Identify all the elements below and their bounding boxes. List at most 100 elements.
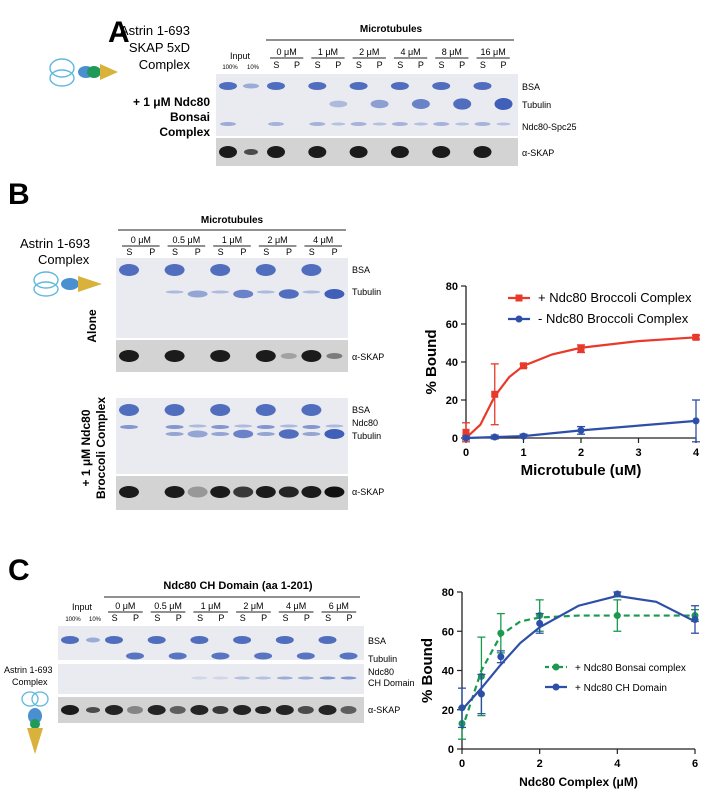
data-point [692,417,700,425]
y-tick-label: 0 [452,433,458,445]
blot-band [61,705,79,715]
y-tick-label: 40 [446,357,458,369]
data-point [536,619,544,627]
pellet-lane-label: P [240,247,246,257]
supernatant-bsa-band [318,636,337,644]
supernatant-tubulin-band [302,432,321,436]
panel-b-gel2-band-tubulin: Tubulin [352,431,381,441]
data-point [497,653,505,661]
concentration-label: 0.5 μM [154,601,182,611]
blot-band [86,707,100,713]
supernatant-bsa-band [390,82,409,90]
supernatant-lane-label: S [197,613,203,623]
concentration-label: 2 μM [243,601,263,611]
panel-b-row1-label: Alone [85,309,99,343]
pellet-tubulin-band [339,652,358,660]
panel-b-gel1-band-bsa: BSA [352,265,370,275]
supernatant-ndc80-band [211,425,230,429]
panel-c-input-lane-100: 100% [65,617,81,623]
panel-a-complex-label-2: SKAP 5xD [129,40,190,55]
supernatant-ndc80-band [391,122,408,126]
blot-band [187,486,208,498]
pellet-lane-label: P [176,613,182,623]
panel-c-concentration-row: 0 μM S P 0.5 μM S P 1 μM S P 2 μM S P 4 μM S P 6 μM S P [108,601,357,623]
y-tick-label: 40 [442,666,454,678]
pellet-tubulin-band [126,652,144,660]
data-point [613,612,621,620]
input-bsa-band [219,82,237,90]
supernatant-lane-label: S [218,247,224,257]
concentration-label: 0 μM [131,235,151,245]
pellet-tubulin-band [187,430,208,438]
panel-c-ch-domain-bands [191,676,357,680]
blot-band [324,486,345,498]
pellet-ndc80-band [413,122,428,126]
supernatant-bsa-band [301,264,322,276]
panel-b-gel-alone-bands [119,264,345,299]
legend-marker [552,663,560,671]
supernatant-ndc80-band [433,122,450,126]
concentration-label: 0 μM [115,601,135,611]
concentration-label: 4 μM [400,47,420,57]
blot-band [473,146,492,158]
supernatant-lane-label: S [309,247,315,257]
panel-c-input-lane-10: 10% [89,617,102,623]
blot-band [164,350,185,362]
ch-domain-band [340,676,357,680]
pellet-ndc80-band [279,424,298,428]
blot-band [349,146,368,158]
astrin-complex-cartoon-b [33,271,102,297]
pellet-tubulin-band [233,429,254,439]
concentration-label: 1 μM [318,47,338,57]
blot-band [432,146,451,158]
supernatant-tubulin-band [165,290,184,294]
supernatant-lane-label: S [263,247,269,257]
ch-domain-band [255,676,272,680]
panel-a-condition-label-2: Bonsai [170,110,210,124]
concentration-label: 4 μM [313,235,333,245]
pellet-tubulin-band [278,289,299,299]
supernatant-lane-label: S [480,60,486,70]
data-point [577,345,585,353]
panel-a-concentration-row: 0 μM S P 1 μM S P 2 μM S P 4 μM S P 8 μM S P 16 μM S P [270,47,510,70]
pellet-tubulin-band [187,290,208,298]
pellet-lane-label: P [133,613,139,623]
panel-a-complex-label-1: Astrin 1-693 [120,23,190,38]
concentration-label: 0.5 μM [173,235,201,245]
ch-domain-band [191,676,208,680]
astrin-skap-complex-cartoon-a [49,58,118,87]
supernatant-lane-label: S [240,613,246,623]
input-ndc80-band [220,122,236,126]
supernatant-bsa-band [275,636,294,644]
supernatant-bsa-band [190,636,209,644]
panel-b-row2-label-2: Broccoli Complex [94,397,108,499]
ch-domain-band [234,676,251,680]
blot-band [212,706,229,714]
blot-band [318,705,337,715]
supernatant-ndc80-band [268,122,284,126]
y-tick-label: 20 [446,395,458,407]
panel-b-gel2-band-ndc80: Ndc80 [352,418,378,428]
supernatant-bsa-band [349,82,368,90]
panel-c-complex-label-2: Complex [12,677,48,687]
supernatant-bsa-band [255,404,276,416]
supernatant-tubulin-band [165,432,184,436]
blot-band [297,706,314,714]
y-tick-label: 80 [442,587,454,599]
x-tick-label: 2 [537,758,543,770]
data-point [613,590,621,598]
pellet-lane-label: P [294,60,300,70]
panel-b-concentration-row: 0 μM S P 0.5 μM S P 1 μM S P 2 μM S P 4 μM S P [122,235,342,257]
supernatant-lane-label: S [126,247,132,257]
panel-a-complex-label-3: Complex [139,57,191,72]
pellet-ndc80-band [496,122,511,126]
supernatant-tubulin-band [211,290,230,294]
concentration-label: 2 μM [267,235,287,245]
blot-band [127,706,143,714]
panel-b-gel-broccoli-bands [119,404,345,439]
blot-band [105,705,123,715]
pellet-tubulin-band [411,99,430,109]
pellet-ndc80-band [372,122,387,126]
supernatant-bsa-band [473,82,492,90]
